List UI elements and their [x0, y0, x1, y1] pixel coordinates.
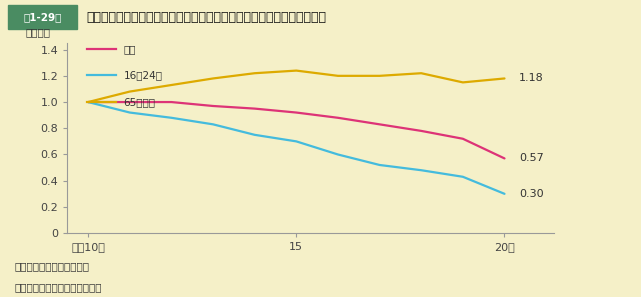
総数	[84, 100, 92, 104]
16〜24歳	[209, 123, 217, 126]
Line: 総数: 総数	[88, 102, 504, 158]
16〜24歳	[501, 192, 508, 196]
16〜24歳	[459, 175, 467, 178]
16〜24歳	[292, 140, 300, 143]
65歳以上	[209, 77, 217, 80]
総数	[251, 107, 258, 110]
総数	[209, 104, 217, 108]
Text: （指数）: （指数）	[26, 27, 51, 37]
65歳以上	[417, 72, 425, 75]
16〜24歳	[167, 116, 175, 120]
Line: 65歳以上: 65歳以上	[88, 71, 504, 102]
総数	[376, 123, 383, 126]
Text: 総数: 総数	[123, 44, 136, 54]
65歳以上	[84, 100, 92, 104]
Text: 0.30: 0.30	[519, 189, 544, 199]
総数	[459, 137, 467, 140]
16〜24歳	[84, 100, 92, 104]
16〜24歳	[376, 163, 383, 167]
総数	[501, 157, 508, 160]
65歳以上	[292, 69, 300, 72]
Text: 自動車（第１当事者）運転者の若者・高齢者別死亡事故発生件数の推移: 自動車（第１当事者）運転者の若者・高齢者別死亡事故発生件数の推移	[87, 11, 326, 23]
Text: 65歳以上: 65歳以上	[123, 97, 155, 107]
総数	[417, 129, 425, 133]
Text: ２　平成元年を１とした指数: ２ 平成元年を１とした指数	[14, 282, 102, 293]
65歳以上	[334, 74, 342, 78]
65歳以上	[167, 83, 175, 87]
Text: 1.18: 1.18	[519, 73, 544, 83]
65歳以上	[376, 74, 383, 78]
16〜24歳	[251, 133, 258, 137]
16〜24歳	[417, 168, 425, 172]
16〜24歳	[126, 111, 133, 114]
総数	[126, 100, 133, 104]
65歳以上	[501, 77, 508, 80]
65歳以上	[126, 90, 133, 93]
16〜24歳	[334, 153, 342, 156]
Text: 0.57: 0.57	[519, 154, 544, 163]
総数	[167, 100, 175, 104]
Text: 第1-29図: 第1-29図	[23, 12, 62, 22]
Text: 16〜24歳: 16〜24歳	[123, 70, 162, 80]
65歳以上	[251, 72, 258, 75]
Line: 16〜24歳: 16〜24歳	[88, 102, 504, 194]
65歳以上	[459, 80, 467, 84]
総数	[334, 116, 342, 120]
総数	[292, 111, 300, 114]
FancyBboxPatch shape	[8, 5, 77, 29]
Text: 注１　警察庁資料による。: 注１ 警察庁資料による。	[14, 261, 89, 271]
